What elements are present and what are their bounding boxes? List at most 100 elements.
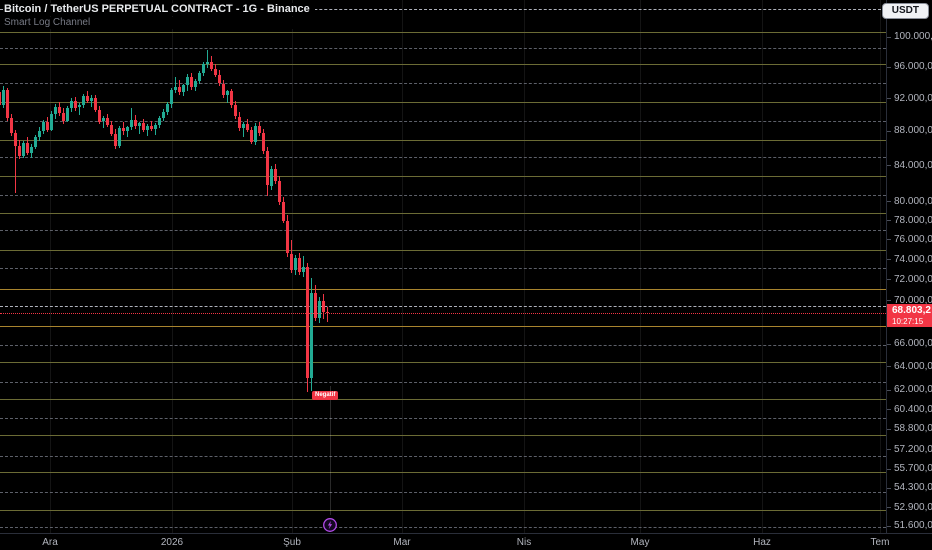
channel-midline bbox=[0, 230, 886, 231]
price-tick-label: 51.600,0 bbox=[894, 520, 932, 531]
candle-body bbox=[158, 118, 161, 125]
candle-body bbox=[162, 111, 165, 119]
candle-body bbox=[170, 89, 173, 105]
candle-body bbox=[154, 124, 157, 129]
candle-body bbox=[198, 73, 201, 82]
candle-wick bbox=[91, 95, 92, 108]
price-tick bbox=[887, 429, 891, 430]
time-tick-label: 2026 bbox=[160, 537, 184, 548]
price-tick-label: 74.000,0 bbox=[894, 254, 932, 265]
channel-midline bbox=[0, 456, 886, 457]
candle-body bbox=[322, 300, 325, 313]
candle-body bbox=[178, 86, 181, 93]
price-tick bbox=[887, 220, 891, 222]
candle-body bbox=[82, 96, 85, 106]
candle-body bbox=[22, 143, 25, 157]
candle-body bbox=[286, 220, 289, 254]
candle-body bbox=[222, 83, 225, 96]
candle-body bbox=[62, 113, 65, 121]
candle-body bbox=[34, 137, 37, 147]
candle-body bbox=[182, 85, 185, 93]
candle-wick bbox=[303, 255, 304, 277]
price-tick bbox=[887, 449, 891, 451]
currency-toggle-button[interactable]: USDT bbox=[881, 3, 929, 19]
candle-wick bbox=[327, 307, 328, 323]
channel-line bbox=[0, 510, 886, 511]
price-tick bbox=[887, 343, 891, 345]
candle-body bbox=[230, 91, 233, 105]
candle-body bbox=[110, 124, 113, 134]
time-tick-label: Şub bbox=[283, 537, 301, 548]
candle-body bbox=[238, 116, 241, 129]
price-tick bbox=[887, 525, 891, 527]
candle-body bbox=[262, 133, 265, 152]
candle-body bbox=[138, 123, 141, 127]
candle-body bbox=[118, 128, 121, 146]
candle-body bbox=[134, 119, 137, 127]
plot-area[interactable]: Negatif bbox=[0, 0, 886, 533]
candle-wick bbox=[127, 125, 128, 138]
candle-body bbox=[74, 101, 77, 108]
lightning-icon[interactable] bbox=[322, 517, 338, 533]
price-tick-label: 88.000,0 bbox=[894, 125, 932, 136]
candle-body bbox=[298, 257, 301, 272]
candle-body bbox=[142, 123, 145, 130]
vertical-gridline bbox=[172, 0, 173, 533]
vertical-gridline bbox=[762, 0, 763, 533]
time-axis[interactable]: Ara 2026 Şub Mar Nis May Haz Tem bbox=[0, 533, 932, 550]
channel-line bbox=[0, 176, 886, 177]
candle-body bbox=[194, 81, 197, 88]
price-tick bbox=[887, 300, 891, 302]
candle-wick bbox=[131, 108, 132, 130]
current-price-value: 68.803,2 bbox=[892, 305, 931, 316]
price-tick-label: 57.200,0 bbox=[894, 444, 932, 455]
candle-body bbox=[94, 97, 97, 110]
price-tick-label: 58.800,0 bbox=[894, 423, 932, 434]
candle-body bbox=[0, 92, 1, 106]
candle-body bbox=[318, 300, 321, 318]
time-tick-label: Haz bbox=[753, 537, 771, 548]
time-tick-label: Tem bbox=[870, 537, 890, 548]
vertical-gridline bbox=[402, 0, 403, 533]
price-tick bbox=[887, 131, 891, 132]
candle-body bbox=[90, 97, 93, 101]
event-marker-line bbox=[330, 386, 331, 515]
candle-body bbox=[302, 266, 305, 272]
event-label[interactable]: Negatif bbox=[312, 391, 339, 400]
channel-line bbox=[0, 213, 886, 214]
candle-wick bbox=[175, 77, 176, 93]
price-axis[interactable]: 100.000,0 96.000,0 92.000,0 88.000,0 84.000,… bbox=[886, 0, 932, 533]
candle-body bbox=[2, 89, 5, 105]
candle-body bbox=[174, 86, 177, 90]
price-tick-label: 66.000,0 bbox=[894, 338, 932, 349]
channel-line bbox=[0, 435, 886, 436]
candle-body bbox=[38, 130, 41, 138]
candle-body bbox=[326, 312, 329, 314]
candle-body bbox=[58, 106, 61, 114]
time-tick-label: May bbox=[630, 537, 650, 548]
candle-wick bbox=[243, 122, 244, 138]
candle-body bbox=[26, 143, 29, 153]
price-tick-label: 78.000,0 bbox=[894, 215, 932, 226]
candle-body bbox=[46, 122, 49, 130]
candle-wick bbox=[79, 102, 80, 115]
price-tick-label: 100.000,0 bbox=[894, 31, 932, 42]
indicator-title[interactable]: Smart Log Channel bbox=[4, 17, 315, 29]
price-tick bbox=[887, 389, 891, 391]
candle-body bbox=[290, 253, 293, 270]
candle-body bbox=[254, 125, 257, 142]
time-tick-label: Ara bbox=[42, 537, 58, 548]
channel-midline bbox=[0, 157, 886, 158]
candle-wick bbox=[207, 49, 208, 68]
price-tick-label: 55.700,0 bbox=[894, 463, 932, 474]
channel-line bbox=[0, 250, 886, 251]
candle-body bbox=[78, 105, 81, 108]
candle-body bbox=[218, 74, 221, 84]
symbol-title[interactable]: Bitcoin / TetherUS PERPETUAL CONTRACT - … bbox=[4, 3, 315, 16]
channel-line bbox=[0, 102, 886, 103]
channel-midline bbox=[0, 382, 886, 383]
price-tick-label: 70.000,0 bbox=[894, 295, 932, 306]
candle-wick bbox=[147, 124, 148, 136]
channel-midline bbox=[0, 418, 886, 419]
candle-body bbox=[210, 61, 213, 69]
